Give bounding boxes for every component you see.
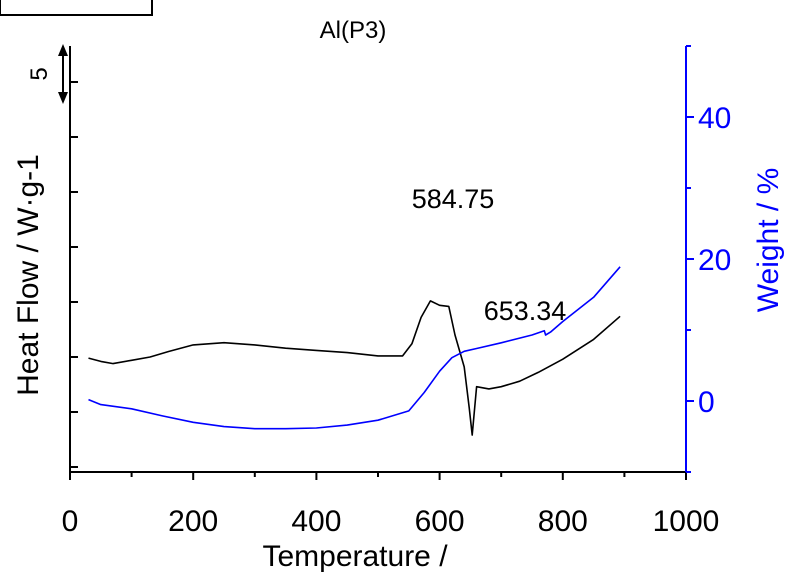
peak-annotation-653: 653.34 — [484, 296, 567, 326]
y-axis-left-label: Heat Flow / W·g-1 — [12, 154, 45, 396]
scale-bar — [58, 44, 68, 104]
y-right-tick-label: 40 — [698, 102, 731, 135]
x-tick-label: 200 — [168, 505, 218, 538]
y-axis-right-label: Weight / % — [752, 168, 785, 313]
x-tick-label: 1000 — [653, 505, 720, 538]
peak-annotation-584: 584.75 — [412, 184, 495, 214]
x-axis-label: Temperature / — [262, 540, 448, 573]
y-right-tick-label: 20 — [698, 244, 731, 277]
ticks: 0 200 400 600 800 1000 0 20 40 — [62, 45, 731, 538]
chart-title: Al(P3) — [320, 17, 387, 44]
y-right-tick-label: 0 — [698, 386, 715, 419]
weight-curve — [88, 266, 621, 430]
axes — [69, 46, 687, 473]
heat-flow-curve — [88, 300, 621, 436]
x-tick-label: 400 — [291, 505, 341, 538]
series-layer — [88, 266, 621, 436]
scale-bar-arrow-up — [58, 44, 68, 56]
scale-bar-label: 5 — [26, 67, 53, 80]
legend-box — [0, 0, 153, 16]
scale-bar-arrow-down — [58, 92, 68, 104]
x-tick-label: 0 — [62, 505, 79, 538]
x-tick-label: 600 — [415, 505, 465, 538]
x-tick-label: 800 — [538, 505, 588, 538]
